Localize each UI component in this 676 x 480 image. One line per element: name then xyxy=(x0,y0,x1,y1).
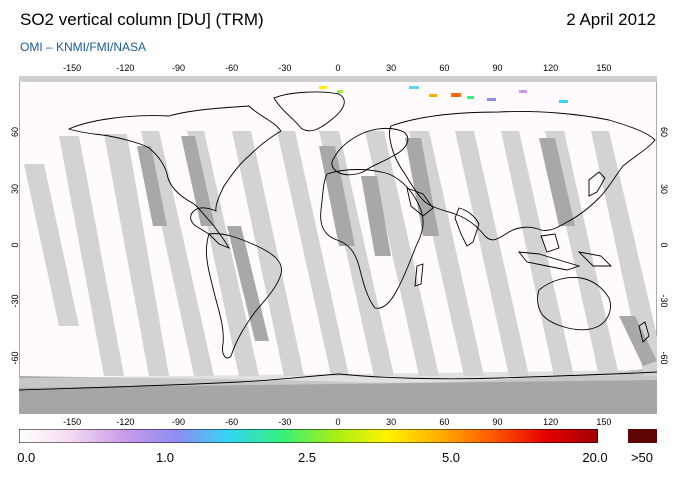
colorbar-label: 1.0 xyxy=(155,450,175,465)
colorbar xyxy=(18,428,599,444)
swath-gap-dark xyxy=(361,176,391,256)
longitude-tick-label: -90 xyxy=(171,417,186,427)
polar-night-north xyxy=(19,76,657,82)
longitude-tick-label: -120 xyxy=(116,63,135,73)
swath-gap-dark xyxy=(227,226,269,341)
colorbar-label: 20.0 xyxy=(582,450,608,465)
swath-gap-dark xyxy=(181,136,215,226)
coastlines xyxy=(19,91,657,391)
colorbar-max-swatch xyxy=(628,429,657,443)
swath-gap-dark xyxy=(619,316,657,366)
longitude-tick-label: 150 xyxy=(596,63,612,73)
coast-south-america xyxy=(206,233,282,359)
swath-gap-dark xyxy=(319,146,355,246)
coast-new-zealand xyxy=(638,321,650,343)
map-date: 2 April 2012 xyxy=(566,10,656,29)
coast-australia xyxy=(537,277,611,331)
swath-gap xyxy=(455,131,529,376)
colorbar-label: 5.0 xyxy=(441,450,461,465)
coast-indonesia xyxy=(517,251,581,271)
coast-new-guinea xyxy=(577,251,613,267)
longitude-tick-label: 0 xyxy=(335,63,341,73)
latitude-tick-label: 30 xyxy=(659,183,669,194)
swath-gap xyxy=(104,134,169,376)
coast-arabia xyxy=(406,187,434,217)
latitude-tick-label: -30 xyxy=(659,294,669,308)
longitude-tick-label: -90 xyxy=(171,63,186,73)
longitude-tick-label: -60 xyxy=(225,63,239,73)
latitude-tick-label: -60 xyxy=(659,351,669,365)
map-title: SO2 vertical column [DU] (TRM) xyxy=(20,10,264,29)
coast-europe xyxy=(331,127,409,176)
longitude-tick-label: 60 xyxy=(439,417,450,427)
swath-gap-dark xyxy=(137,146,167,226)
longitude-tick-label: 90 xyxy=(492,63,503,73)
longitude-tick-label: 30 xyxy=(386,63,397,73)
colorbar-label: 0.0 xyxy=(17,450,36,465)
orbit-swath-gaps xyxy=(24,131,657,376)
swath-gap xyxy=(277,131,349,376)
longitude-tick-label: -120 xyxy=(116,417,135,427)
coast-asia xyxy=(389,111,656,241)
longitude-tick-label: -30 xyxy=(278,63,292,73)
arctic-so2-speckles xyxy=(319,86,568,103)
coast-japan xyxy=(588,171,606,197)
swath-gap-dark xyxy=(405,138,439,236)
coast-north-america xyxy=(67,105,282,249)
world-map xyxy=(19,76,657,414)
coast-madagascar xyxy=(414,263,424,287)
longitude-tick-label: -150 xyxy=(63,63,82,73)
coast-greenland xyxy=(273,91,345,132)
coast-india xyxy=(454,207,480,247)
coast-antarctica xyxy=(19,371,657,391)
longitude-tick-label: -30 xyxy=(278,417,292,427)
colorbar-label: >50 xyxy=(630,450,654,465)
coast-borneo xyxy=(540,233,560,253)
so2-map-canvas xyxy=(19,76,657,414)
colorbar-gradient xyxy=(18,428,599,444)
swath-gap xyxy=(591,131,657,376)
longitude-tick-label: 150 xyxy=(596,417,612,427)
longitude-tick-label: 90 xyxy=(492,417,503,427)
swath-gap xyxy=(365,131,439,376)
latitude-tick-label: 0 xyxy=(659,242,669,248)
latitude-tick-label: 60 xyxy=(659,127,669,138)
data-source-label: OMI – KNMI/FMI/NASA xyxy=(20,40,147,54)
longitude-tick-label: -60 xyxy=(225,417,239,427)
swath-gap-dark xyxy=(539,138,575,226)
swath-gap xyxy=(59,136,124,376)
swath-gap xyxy=(232,131,304,376)
colorbar-label: 2.5 xyxy=(297,450,317,465)
longitude-tick-label: 120 xyxy=(543,417,559,427)
longitude-tick-label: 120 xyxy=(543,63,559,73)
longitude-tick-label: 30 xyxy=(386,417,397,427)
longitude-tick-label: 60 xyxy=(439,63,450,73)
swath-gap xyxy=(24,164,79,326)
longitude-tick-label: -150 xyxy=(63,417,82,427)
antarctic-ice-light xyxy=(19,370,657,388)
longitude-tick-label: 0 xyxy=(335,417,341,427)
